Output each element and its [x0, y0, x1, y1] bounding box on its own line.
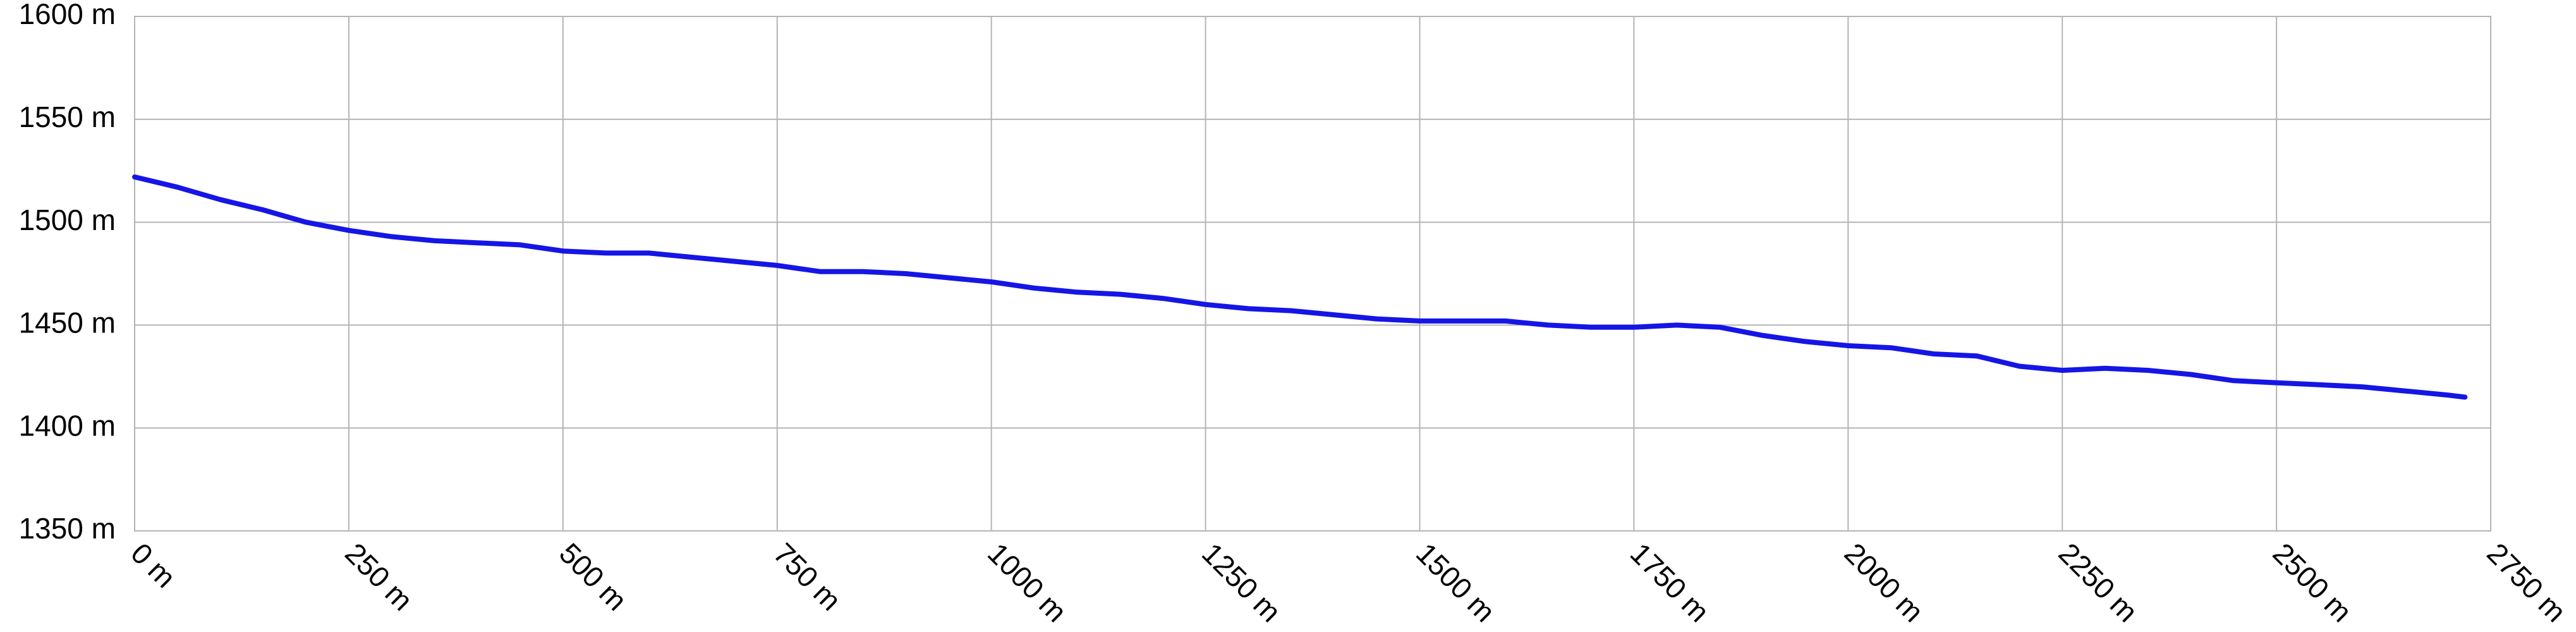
- x-tick-label: 2000 m: [1838, 537, 1930, 628]
- x-tick-label: 2250 m: [2053, 537, 2144, 628]
- x-tick-label: 1250 m: [1196, 537, 1287, 628]
- x-tick-label: 0 m: [125, 537, 182, 594]
- plot-area: [134, 16, 2491, 532]
- x-tick-label: 2750 m: [2481, 537, 2572, 628]
- y-tick-label: 1350 m: [19, 512, 116, 545]
- x-tick-label: 2500 m: [2266, 537, 2358, 628]
- y-tick-label: 1500 m: [19, 204, 116, 236]
- x-tick-label: 500 m: [553, 537, 633, 617]
- elevation-line: [132, 174, 2468, 400]
- y-tick-label: 1450 m: [19, 307, 116, 339]
- x-tick-label: 750 m: [767, 537, 848, 617]
- x-tick-label: 1500 m: [1410, 537, 1502, 628]
- x-tick-label: 1000 m: [981, 537, 1073, 628]
- x-tick-label: 1750 m: [1624, 537, 1716, 628]
- y-tick-label: 1600 m: [19, 0, 116, 30]
- x-tick-label: 250 m: [339, 537, 419, 617]
- y-tick-label: 1550 m: [19, 100, 116, 133]
- y-tick-label: 1400 m: [19, 409, 116, 442]
